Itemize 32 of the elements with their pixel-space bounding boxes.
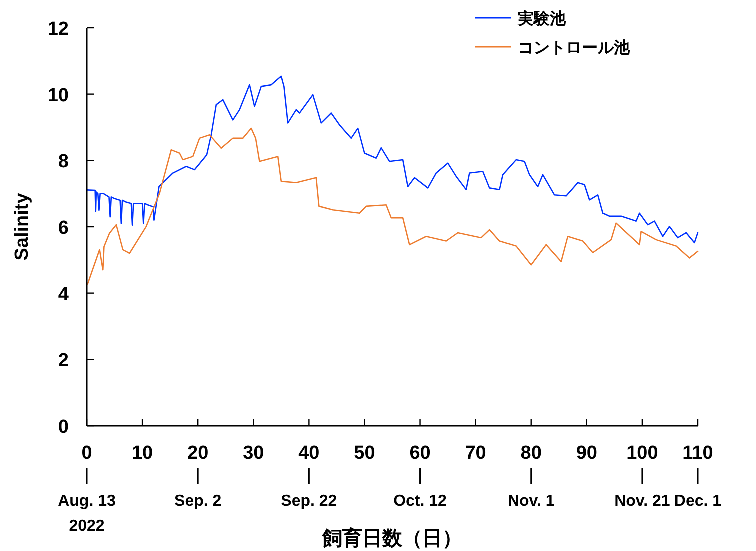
y-tick-label: 10 — [48, 85, 69, 106]
x-tick-label: 20 — [188, 443, 209, 464]
x-tick-label: 110 — [682, 443, 714, 464]
y-tick-label: 0 — [58, 417, 69, 438]
y-tick-label: 4 — [58, 284, 70, 306]
x2-tick-label: Dec. 1 — [674, 493, 722, 510]
x2-tick-label: Oct. 12 — [394, 493, 448, 510]
legend-label: 実験池 — [517, 9, 567, 28]
y-tick-label: 2 — [58, 350, 69, 372]
x-tick-label: 70 — [465, 443, 486, 464]
x2-tick-label: Aug. 13 2022 — [58, 493, 116, 535]
x-tick-label: 60 — [410, 443, 431, 464]
y-tick-label: 12 — [48, 19, 69, 40]
x2-tick-label: Sep. 22 — [281, 493, 338, 510]
x-tick-label: 100 — [626, 443, 658, 464]
x-tick-label: 90 — [576, 443, 598, 464]
x-tick-label: 30 — [243, 443, 264, 464]
x-tick-label: 80 — [520, 443, 542, 464]
x2-tick-label: Sep. 2 — [174, 493, 222, 510]
line-series — [86, 128, 699, 286]
x-axis-title: 飼育日数（日） — [322, 527, 462, 550]
line-series — [86, 76, 699, 244]
x-tick-label: 10 — [132, 443, 154, 464]
x2-tick-label: Nov. 1 — [508, 493, 555, 510]
x-tick-label: 40 — [298, 443, 320, 464]
legend-label: コントロール池 — [518, 39, 631, 57]
y-tick-label: 6 — [58, 218, 69, 239]
y-tick-label: 8 — [58, 152, 69, 173]
x-tick-label: 0 — [82, 443, 92, 464]
x2-tick-label: Nov. 21 — [614, 493, 670, 510]
y-axis-title: Salinity — [12, 192, 33, 261]
x-tick-label: 50 — [354, 443, 376, 464]
